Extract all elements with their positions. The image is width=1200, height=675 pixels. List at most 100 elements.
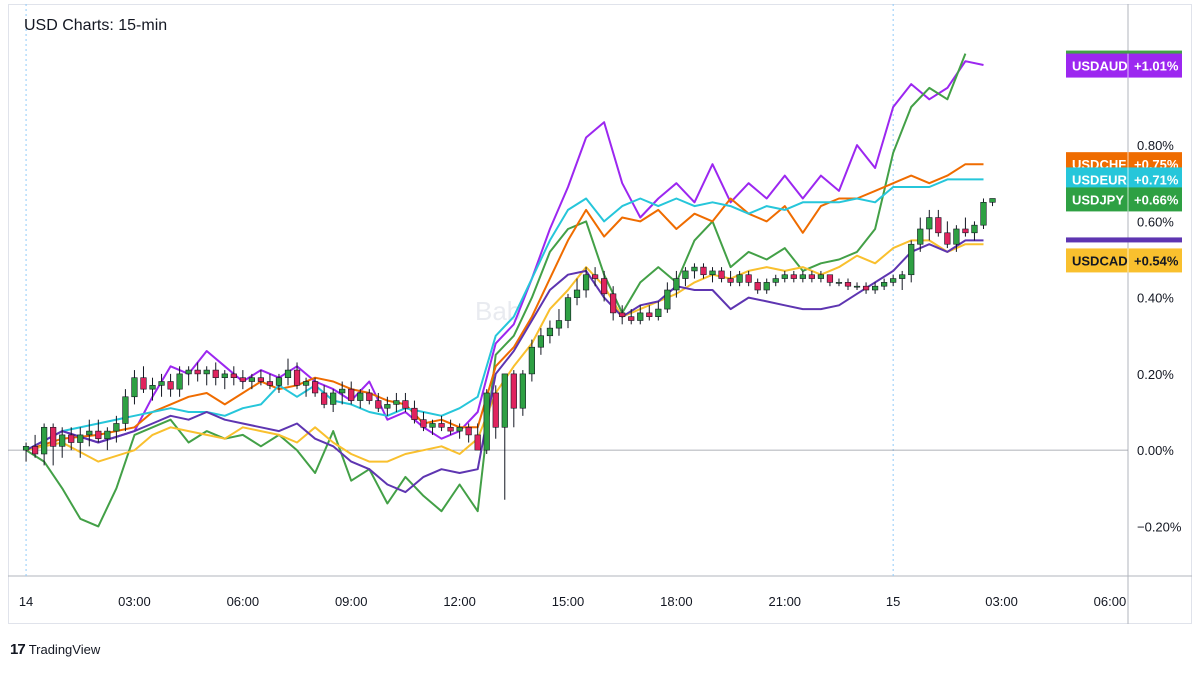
candle-body <box>555 320 563 329</box>
candle-body <box>429 423 436 428</box>
y-tick-label: 0.40% <box>1137 291 1174 306</box>
candle-body <box>899 274 906 279</box>
price-label-usdaud[interactable]: USDAUD +1.01% <box>1066 53 1182 78</box>
candle-body <box>591 274 599 279</box>
candle-body <box>519 373 526 409</box>
candle-body <box>230 373 237 379</box>
price-label-value: +0.54% <box>1134 253 1179 268</box>
price-label-value: +0.66% <box>1134 192 1179 207</box>
candle-body <box>483 392 490 451</box>
candle-body <box>745 274 752 283</box>
price-label-stub-usdnzd <box>1066 50 1182 56</box>
candle-body <box>122 396 129 424</box>
candle-body <box>700 266 707 276</box>
candle-body <box>474 434 481 451</box>
x-tick-label: 14 <box>19 594 33 609</box>
candle-body <box>646 312 653 317</box>
candle-body <box>293 369 301 386</box>
candle-body <box>691 266 698 272</box>
price-label-symbol: USDEUR <box>1072 172 1128 187</box>
candle-body <box>22 446 30 451</box>
candle-body <box>510 373 517 409</box>
watermark: Bab <box>475 296 521 326</box>
candle-body <box>881 282 888 287</box>
candle-body <box>31 446 39 455</box>
candle-body <box>682 270 689 279</box>
candle-body <box>185 369 192 375</box>
y-tick-label: 0.80% <box>1137 138 1174 153</box>
price-label-value: +1.01% <box>1134 59 1179 74</box>
candle-body <box>736 274 743 283</box>
price-label-symbol: USDCAD <box>1072 253 1128 268</box>
candle-body <box>546 327 554 337</box>
candle-body <box>176 373 183 390</box>
candle-body <box>935 217 942 234</box>
x-tick-label: 03:00 <box>118 594 151 609</box>
candle-body <box>266 381 274 386</box>
candle-body <box>131 377 138 398</box>
candle-body <box>393 400 400 405</box>
candle-body <box>917 228 924 245</box>
brand-label[interactable]: TradingView <box>28 642 101 657</box>
candle-body <box>890 278 897 283</box>
chart-title: USD Charts: 15-min <box>24 17 168 34</box>
chart-svg[interactable]: Bab 0.80% 0.60% 0.40% 0.20% 0.00% −0.20% 14 03:0… <box>8 4 1192 624</box>
candle-body <box>601 278 608 295</box>
series-line-usdeur <box>25 178 984 452</box>
candle-body <box>420 419 427 428</box>
candle-body <box>330 392 337 405</box>
candle-body <box>239 377 246 382</box>
candle-body <box>727 278 734 283</box>
candle-body <box>68 434 75 443</box>
candle-body <box>302 381 310 386</box>
x-tick-label: 12:00 <box>443 594 476 609</box>
candle-body <box>962 228 969 234</box>
candle-body <box>203 369 210 375</box>
candle-body <box>357 392 364 401</box>
candle-body <box>655 308 662 317</box>
x-tick-label: 09:00 <box>335 594 368 609</box>
candle-body <box>50 426 57 447</box>
candle-body <box>835 282 843 284</box>
candle-body <box>95 430 102 440</box>
candle-body <box>438 423 445 428</box>
chart-frame: Bab 0.80% 0.60% 0.40% 0.20% 0.00% −0.20% 14 03:0… <box>8 4 1192 624</box>
candle-body <box>402 400 409 409</box>
chart-border <box>8 4 1192 624</box>
price-label-bg <box>1066 187 1182 212</box>
candle-body <box>908 243 915 276</box>
candle-body <box>212 369 219 379</box>
candle-body <box>59 434 66 447</box>
candle-body <box>528 346 535 375</box>
candle-body <box>610 293 617 314</box>
candle-body <box>971 224 978 234</box>
candle-body <box>628 316 635 321</box>
candle-body <box>926 217 933 230</box>
candle-body <box>348 388 355 401</box>
series-line-usdchf <box>25 163 984 452</box>
candle-body <box>790 274 797 279</box>
price-label-usdcad[interactable]: USDCAD +0.54% <box>1066 248 1182 273</box>
series-line-usdgbp <box>25 239 984 494</box>
candle-body <box>86 430 93 436</box>
x-tick-label: 03:00 <box>985 594 1018 609</box>
price-label-value: +0.71% <box>1134 172 1179 187</box>
candle-body <box>781 274 788 279</box>
tradingview-logo-icon[interactable]: 17 <box>10 641 26 658</box>
candle-body <box>113 423 120 432</box>
x-tick-label: 15 <box>886 594 900 609</box>
candle-body <box>799 274 806 279</box>
candle-body <box>709 270 716 276</box>
candle-body <box>321 392 328 405</box>
candle-body <box>275 377 283 386</box>
candle-body <box>41 426 48 455</box>
series-line-usdnzd <box>25 53 967 528</box>
price-label-usdjpy[interactable]: USDJPY +0.66% <box>1066 187 1182 212</box>
candle-body <box>763 282 770 291</box>
candle-body <box>411 407 418 420</box>
candle-body <box>637 312 644 321</box>
x-tick-label: 18:00 <box>660 594 693 609</box>
candle-body <box>140 377 147 390</box>
candle-body <box>582 274 590 291</box>
candle-body <box>853 285 861 288</box>
